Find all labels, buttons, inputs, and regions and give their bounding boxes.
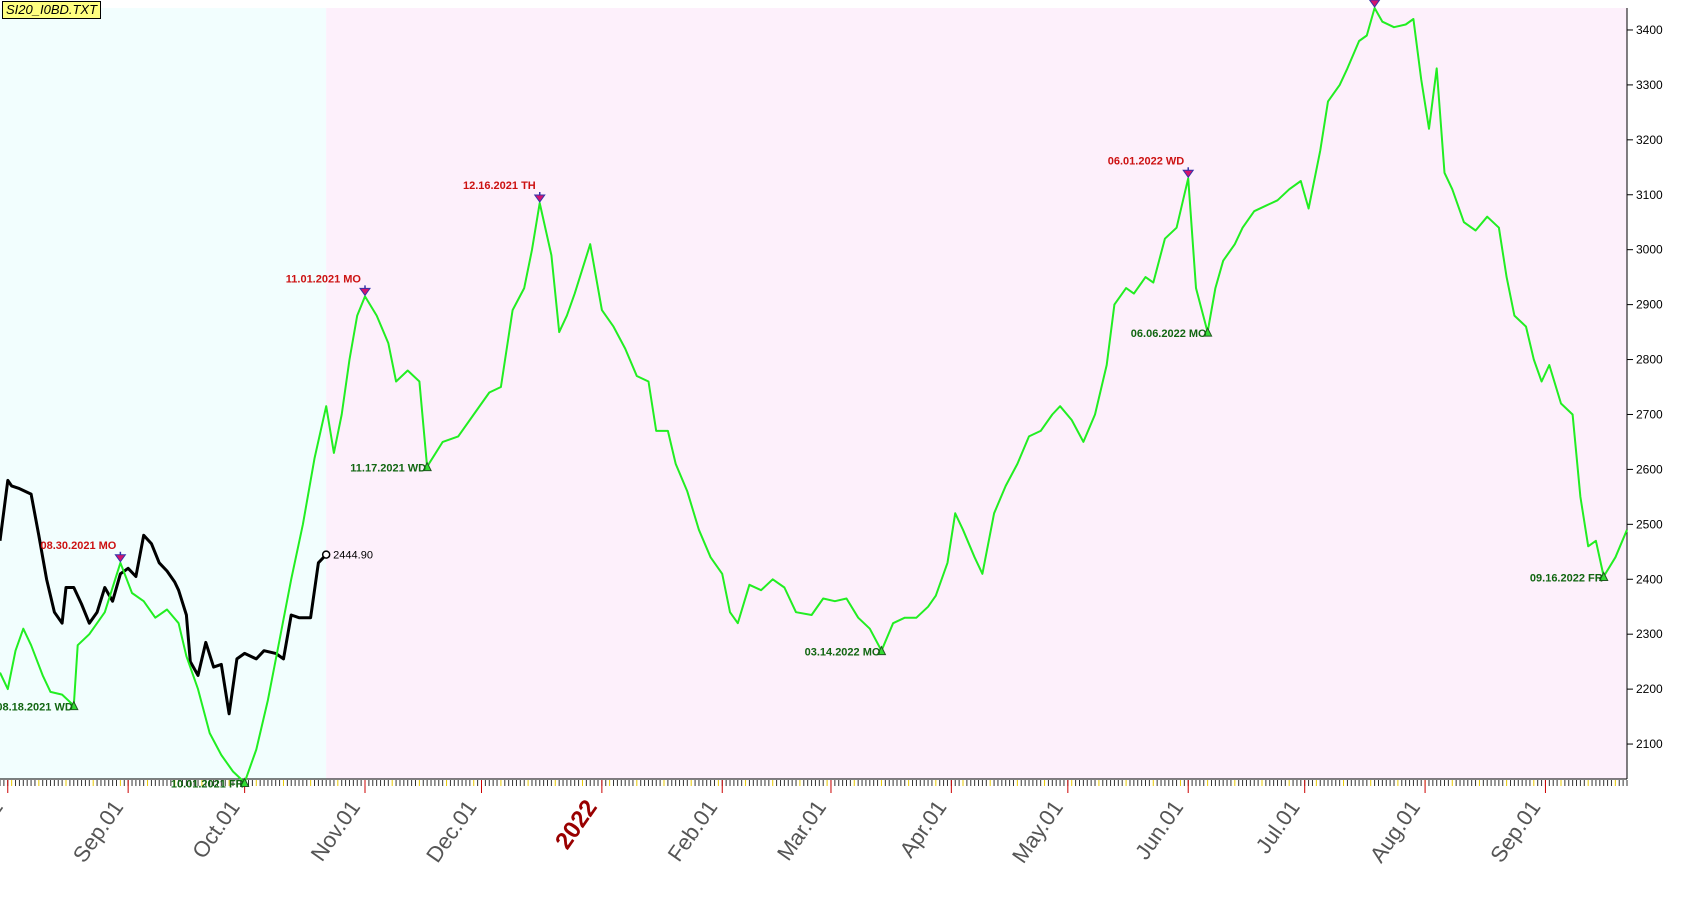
high-marker xyxy=(114,554,127,563)
y-tick-label: 2500 xyxy=(1636,517,1663,531)
x-tick-label: Sep.01 xyxy=(1485,796,1545,867)
x-tick-label: Jun.01 xyxy=(1130,796,1188,864)
y-tick-label: 2700 xyxy=(1636,407,1663,421)
high-label: 11.01.2021 MO xyxy=(286,273,362,285)
y-tick-label: 2800 xyxy=(1636,353,1663,367)
x-year-label: 2022 xyxy=(550,795,603,854)
high-marker xyxy=(359,287,371,297)
high-label: 12.16.2021 TH xyxy=(463,180,536,192)
x-tick-label: Apr.01 xyxy=(894,796,951,862)
x-tick-label: Feb.01 xyxy=(663,796,723,866)
low-marker xyxy=(68,700,79,711)
price-line xyxy=(0,478,328,716)
high-marker xyxy=(1368,0,1381,8)
x-tick-label: Jul.01 xyxy=(1251,796,1305,858)
x-tick-label: Dec.01 xyxy=(421,796,481,867)
projection-line xyxy=(0,7,1628,784)
file-name-label: SI20_I0BD.TXT xyxy=(2,1,102,19)
high-marker xyxy=(1182,169,1195,179)
y-tick-label: 3300 xyxy=(1636,78,1663,92)
y-tick-label: 3400 xyxy=(1636,23,1663,37)
low-marker xyxy=(422,461,432,472)
low-label: 09.16.2022 FR xyxy=(1530,573,1603,585)
low-label: 11.17.2021 WD xyxy=(350,463,426,475)
low-marker xyxy=(876,645,887,656)
x-tick-label: May.01 xyxy=(1007,796,1068,868)
x-tick-label: Aug.01 xyxy=(1365,796,1425,867)
projection-background xyxy=(326,8,1627,779)
low-marker xyxy=(1598,571,1609,582)
x-tick-label: Sep.01 xyxy=(68,796,128,867)
low-label: 03.14.2022 MO xyxy=(805,647,881,659)
y-tick-label: 3000 xyxy=(1636,243,1663,257)
y-tick-label: 2100 xyxy=(1636,737,1663,751)
y-tick-label: 3200 xyxy=(1636,133,1663,147)
history-background xyxy=(0,8,327,779)
high-marker xyxy=(533,194,546,203)
x-tick-label: Aug.01 xyxy=(0,796,8,867)
low-label: 08.18.2021 WD xyxy=(0,702,73,714)
high-label: 08.30.2021 MO xyxy=(41,540,117,552)
y-tick-label: 2300 xyxy=(1636,627,1663,641)
last-price-marker xyxy=(321,550,331,559)
y-tick-label: 2200 xyxy=(1636,682,1663,696)
last-price-label: 2444.90 xyxy=(333,550,373,562)
y-tick-label: 3100 xyxy=(1636,188,1663,202)
low-marker xyxy=(1202,326,1213,337)
low-marker xyxy=(239,777,250,787)
low-label: 10.01.2021 FR xyxy=(171,778,244,790)
y-tick-label: 2400 xyxy=(1636,572,1663,586)
x-tick-label: Oct.01 xyxy=(187,796,245,863)
y-tick-label: 2900 xyxy=(1636,298,1663,312)
low-label: 06.06.2022 MO xyxy=(1131,328,1207,340)
high-label: 06.01.2022 WD xyxy=(1108,155,1184,167)
y-tick-label: 2600 xyxy=(1636,462,1663,476)
series-lines: 2444.90 xyxy=(0,7,1628,784)
turning-points: 08.18.2021 WD 08.30.2021 MO 10.01.2021 FR 1… xyxy=(0,0,1609,790)
x-tick-label: Nov.01 xyxy=(306,796,366,866)
x-tick-label: Mar.01 xyxy=(772,796,831,865)
